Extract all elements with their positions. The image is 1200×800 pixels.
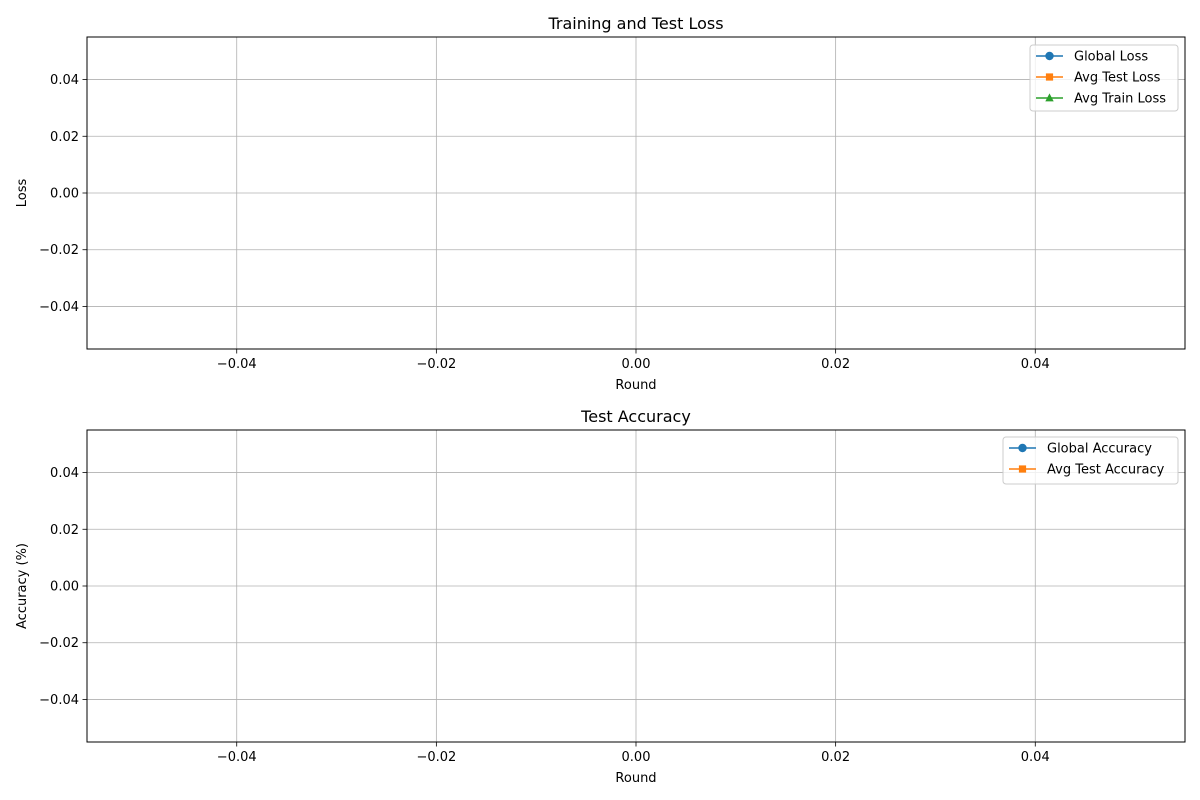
accuracy-ticks: −0.04 −0.02 0.00 0.02 0.04 −0.04 −0.02 0.00 0.02… bbox=[39, 466, 1050, 765]
loss-ticks: −0.04 −0.02 0.00 0.02 0.04 −0.04 −0.02 0.00 0.02… bbox=[39, 73, 1050, 372]
loss-x-tick-label: −0.02 bbox=[416, 357, 456, 372]
loss-y-tick-label: −0.02 bbox=[39, 243, 79, 258]
accuracy-legend-box bbox=[1002, 436, 1179, 485]
loss-chart-title: Training and Test Loss bbox=[547, 14, 723, 33]
accuracy-legend-marker bbox=[1018, 443, 1027, 453]
loss-x-tick-label: 0.04 bbox=[1021, 357, 1050, 372]
loss-legend-label: Avg Test Loss bbox=[1074, 71, 1161, 86]
loss-legend-label: Global Loss bbox=[1074, 50, 1148, 65]
accuracy-legend-marker bbox=[1018, 465, 1027, 473]
loss-x-axis-label: Round bbox=[615, 378, 656, 393]
loss-y-tick-label: 0.00 bbox=[50, 187, 79, 202]
loss-x-tick-label: 0.02 bbox=[821, 357, 850, 372]
accuracy-y-axis-label: Accuracy (%) bbox=[15, 543, 30, 629]
accuracy-x-tick-label: −0.04 bbox=[217, 750, 257, 765]
accuracy-x-tick-label: 0.00 bbox=[622, 750, 651, 765]
accuracy-x-tick-label: 0.04 bbox=[1021, 750, 1050, 765]
loss-x-tick-label: −0.04 bbox=[217, 357, 257, 372]
accuracy-x-tick-label: −0.02 bbox=[416, 750, 456, 765]
accuracy-subplot: −0.04 −0.02 0.00 0.02 0.04 −0.04 −0.02 0.00 0.02… bbox=[15, 407, 1186, 786]
loss-y-tick-label: 0.02 bbox=[50, 130, 79, 145]
accuracy-chart-title: Test Accuracy bbox=[580, 407, 691, 426]
accuracy-y-tick-label: −0.02 bbox=[39, 636, 79, 651]
accuracy-x-tick-label: 0.02 bbox=[821, 750, 850, 765]
loss-legend-marker bbox=[1045, 51, 1054, 61]
accuracy-legend-label: Avg Test Accuracy bbox=[1047, 463, 1165, 478]
loss-legend-marker bbox=[1045, 93, 1054, 102]
loss-y-tick-label: 0.04 bbox=[50, 73, 79, 88]
loss-subplot: −0.04 −0.02 0.00 0.02 0.04 −0.04 −0.02 0.00 0.02… bbox=[15, 14, 1186, 393]
loss-y-axis-label: Loss bbox=[15, 179, 30, 208]
accuracy-y-tick-label: 0.00 bbox=[50, 580, 79, 595]
accuracy-y-tick-label: −0.04 bbox=[39, 693, 79, 708]
loss-legend-marker bbox=[1045, 73, 1054, 81]
accuracy-y-tick-label: 0.02 bbox=[50, 523, 79, 538]
accuracy-y-tick-label: 0.04 bbox=[50, 466, 79, 481]
loss-x-tick-label: 0.00 bbox=[622, 357, 651, 372]
loss-legend-box bbox=[1029, 44, 1179, 112]
accuracy-x-axis-label: Round bbox=[615, 771, 656, 786]
accuracy-legend: Global Accuracy Avg Test Accuracy bbox=[1002, 436, 1179, 485]
loss-legend-label: Avg Train Loss bbox=[1074, 92, 1166, 107]
loss-legend: Global Loss Avg Test Loss Avg Train Loss bbox=[1029, 44, 1179, 112]
loss-grid bbox=[87, 37, 1185, 349]
accuracy-legend-label: Global Accuracy bbox=[1047, 442, 1152, 457]
loss-y-tick-label: −0.04 bbox=[39, 300, 79, 315]
